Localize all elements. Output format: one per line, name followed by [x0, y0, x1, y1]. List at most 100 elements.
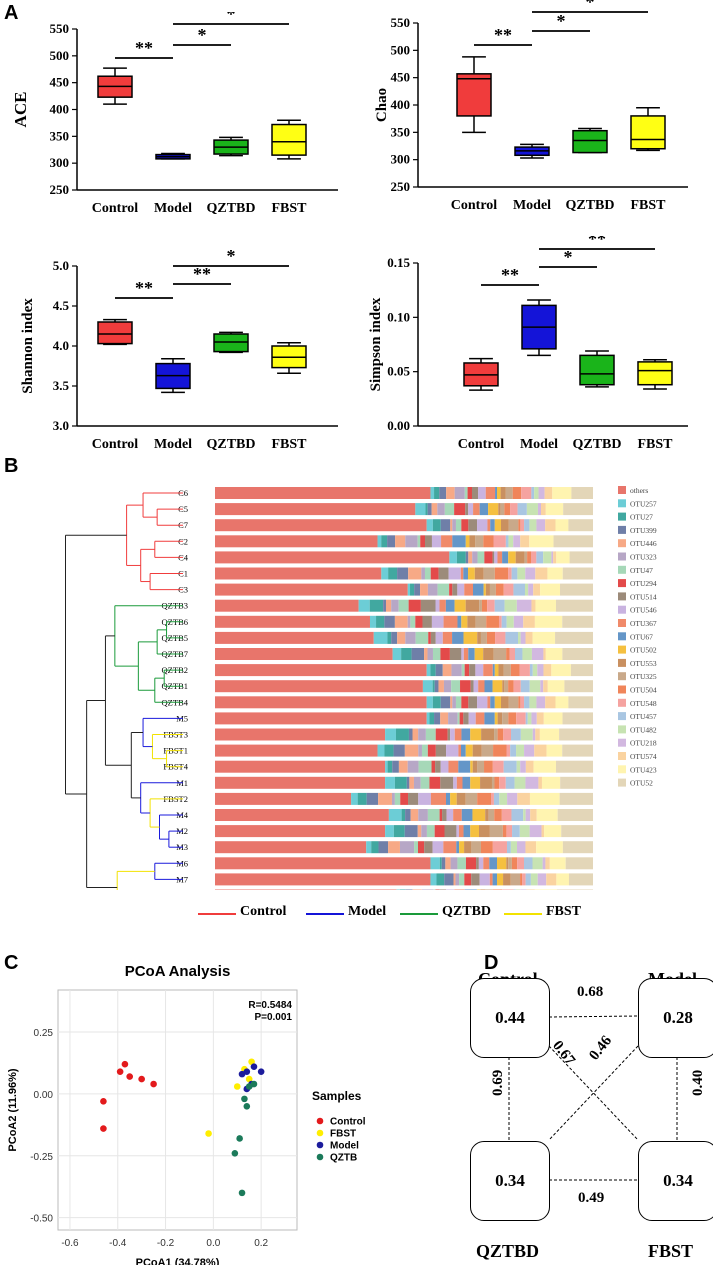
bar-segment-M4	[401, 809, 406, 821]
y-tick-label: 4.5	[53, 298, 70, 313]
bar-segment-C4	[477, 551, 485, 564]
annotation-r: R=0.5484	[248, 1000, 292, 1011]
otu-legend-swatch	[618, 778, 626, 787]
bar-segment-FBST2	[430, 792, 446, 805]
node-box-fbst: 0.34	[638, 1141, 713, 1221]
y-tick-label: 500	[391, 42, 411, 57]
bar-segment-QZTB3	[398, 599, 409, 612]
bar-segment-C1	[494, 567, 509, 580]
bar-segment-QZTB6	[376, 615, 385, 628]
bar-segment-QZTB2	[451, 664, 462, 677]
bar-segment-M7	[546, 873, 557, 886]
bar-segment-QZTB1	[432, 680, 435, 693]
bar-segment-C7	[524, 519, 530, 532]
bar-segment-FBST2	[400, 792, 409, 805]
bar-segment-C4	[484, 551, 493, 564]
bar-segment-FBST3	[447, 728, 451, 741]
bar-segment-QZTB3	[454, 599, 466, 612]
bar-segment-C3	[513, 583, 525, 596]
bar-segment-C5	[468, 503, 474, 516]
bar-segment-C2	[520, 535, 530, 548]
bar-segment-C3	[407, 583, 411, 596]
bar-segment-C6	[478, 487, 486, 499]
edge-label-qztbd-fbst: 0.49	[578, 1190, 605, 1206]
bar-segment-QZTB1	[543, 680, 548, 693]
legend-line-control	[198, 913, 236, 915]
bar-segment-QZTB2	[464, 664, 470, 677]
bar-segment-QZTB5	[415, 631, 429, 644]
bar-segment-C1	[483, 567, 495, 580]
bar-segment-M6	[497, 857, 507, 870]
bar-segment-C5	[545, 503, 564, 516]
bar-segment-C5	[504, 503, 511, 516]
bar-segment-M5	[434, 712, 441, 725]
bar-segment-M6	[478, 857, 484, 870]
bar-segment-FBST2	[418, 792, 431, 805]
bar-segment-QZTB7	[461, 648, 464, 660]
bar-segment-FBST3	[418, 728, 426, 741]
bar-segment-M6	[517, 857, 524, 870]
bar-segment-M7	[503, 873, 511, 886]
bar-segment-M7	[497, 873, 504, 886]
bar-segment-M5	[543, 712, 563, 725]
x-tick-label: Control	[92, 437, 139, 452]
bar-segment-M1	[429, 776, 441, 789]
bar-segment-QZTB6	[369, 615, 377, 628]
bar-segment-FBST1	[516, 744, 525, 757]
legend-label-qztbd: QZTBD	[442, 904, 492, 919]
bar-segment-QZTB2	[503, 664, 511, 677]
bar-segment-M6	[430, 857, 440, 870]
bar-segment-QZTB4	[568, 696, 593, 709]
bar-segment-M7	[522, 873, 526, 886]
bar-segment-QZTB2	[529, 664, 533, 677]
bar-segment-M3	[510, 841, 518, 854]
bar-segment-FBST4	[533, 760, 556, 773]
bar-segment-QZTB2	[469, 664, 476, 677]
y-tick-label: -0.50	[30, 1214, 53, 1225]
bar-segment-QZTB1	[529, 680, 541, 693]
bar-segment-M7	[471, 873, 480, 886]
bar-segment-QZTB6	[461, 615, 468, 628]
bar-segment-QZTB7	[424, 648, 428, 660]
y-tick-label: 550	[50, 21, 70, 36]
bar-segment-C3	[414, 583, 421, 596]
bar-others-QZTB2	[215, 664, 427, 677]
bar-segment-QZTB6	[394, 615, 408, 628]
bar-segment-FBST3	[454, 728, 462, 741]
bar-segment-M4	[530, 809, 537, 821]
bar-segment-M6	[489, 857, 498, 870]
bar-segment-FBST3	[385, 728, 396, 741]
bar-segment-C3	[489, 583, 496, 596]
bar-segment-C5	[415, 503, 426, 516]
bar-segment-FBST3	[539, 728, 560, 741]
otu-legend-swatch	[618, 579, 626, 588]
bar-segment-C6	[485, 487, 496, 499]
bar-segment-FBST2	[408, 792, 419, 805]
node-box-control: 0.44	[470, 978, 550, 1058]
otu-legend-swatch	[618, 698, 626, 707]
bar-segment-C7	[432, 519, 441, 532]
bar-segment-C2	[469, 535, 476, 548]
bar-segment-M5	[475, 712, 485, 725]
otu-legend-label: OTU325	[630, 672, 657, 681]
bar-segment-C4	[502, 551, 509, 564]
otu-legend-swatch	[618, 592, 626, 601]
bar-segment-FBST3	[535, 728, 540, 741]
bar-segment-QZTB6	[562, 615, 593, 628]
bar-segment-FBST5	[454, 889, 465, 890]
bar-segment-C4	[465, 551, 469, 564]
bar-segment-FBST2	[507, 792, 518, 805]
bar-segment-C6	[521, 487, 532, 499]
bar-segment-M5	[468, 712, 476, 725]
bar-segment-FBST3	[408, 728, 413, 741]
bar-segment-QZTB1	[443, 680, 452, 693]
bar-segment-C1	[421, 567, 425, 580]
otu-legend-swatch	[618, 525, 626, 534]
bar-segment-C5	[437, 503, 445, 516]
point-qztb	[243, 1102, 251, 1110]
y-tick-label: 0.15	[387, 255, 410, 270]
bar-segment-M3	[424, 841, 433, 854]
bar-segment-FBST5	[464, 889, 477, 890]
bar-segment-QZTB4	[500, 696, 509, 709]
bar-segment-C6	[467, 487, 472, 499]
